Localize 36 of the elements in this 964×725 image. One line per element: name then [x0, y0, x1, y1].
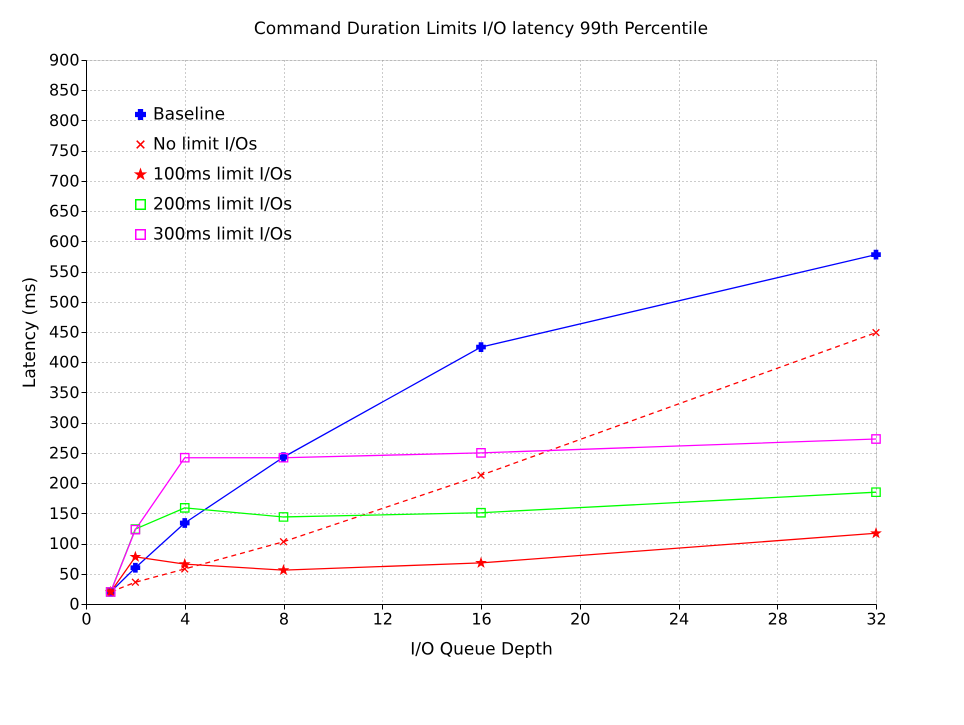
x-tick-label: 24	[668, 610, 690, 628]
x-tick-label: 32	[866, 610, 887, 628]
x-tick-label: 16	[471, 610, 492, 628]
y-tick-label: 200	[48, 474, 80, 493]
y-tick-label: 150	[48, 504, 80, 523]
y-tick-label: 900	[48, 50, 80, 70]
legend-label: No limit I/Os	[153, 134, 258, 154]
y-tick-label: 100	[48, 534, 80, 554]
y-tick-label: 850	[48, 80, 80, 100]
x-tick-label: 0	[81, 610, 92, 628]
x-axis-title: I/O Queue Depth	[410, 640, 553, 660]
y-axis-title: Latency (ms)	[20, 276, 40, 388]
chart-title: Command Duration Limits I/O latency 99th Percentile	[254, 19, 708, 39]
y-tick-label: 450	[48, 322, 80, 342]
legend-label: Baseline	[153, 104, 226, 124]
y-tick-label: 350	[48, 382, 80, 402]
legend-label: 300ms limit I/Os	[153, 224, 292, 244]
y-tick-label: 550	[48, 262, 80, 282]
x-tick-label: 20	[570, 610, 590, 628]
y-tick-label: 50	[59, 564, 80, 584]
y-tick-label: 600	[48, 232, 80, 251]
legend-label: 100ms limit I/Os	[153, 164, 292, 184]
y-tick-label: 800	[48, 110, 80, 130]
legend-label: 200ms limit I/Os	[153, 194, 292, 214]
x-tick-label: 8	[278, 610, 290, 628]
y-tick-label: 250	[48, 443, 80, 462]
y-tick-label: 650	[48, 202, 80, 221]
x-tick-label: 28	[768, 610, 788, 628]
y-tick-label: 400	[48, 352, 80, 372]
x-tick-label: 4	[180, 610, 190, 628]
y-tick-label: 750	[48, 141, 80, 160]
y-tick-label: 300	[48, 413, 80, 432]
y-tick-label: 0	[69, 594, 80, 614]
y-tick-label: 500	[48, 292, 80, 312]
y-tick-label: 700	[48, 171, 80, 190]
x-tick-label: 12	[372, 610, 393, 628]
